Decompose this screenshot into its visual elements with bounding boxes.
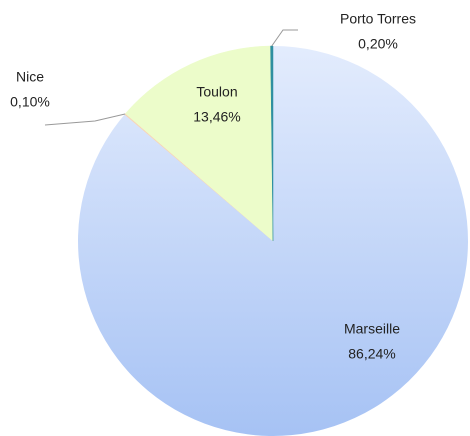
data-label-name: Nice [16,69,44,85]
data-label-value: 0,10% [10,94,50,110]
data-label-value: 0,20% [358,36,398,52]
data-label-value: 86,24% [348,346,395,362]
data-label-value: 13,46% [193,109,240,125]
data-label-name: Marseille [344,321,400,337]
leader-line [44,113,126,126]
pie-slice [125,45,274,242]
data-label-name: Toulon [196,84,237,100]
leader-line [271,29,298,47]
data-label-name: Porto Torres [340,11,416,27]
